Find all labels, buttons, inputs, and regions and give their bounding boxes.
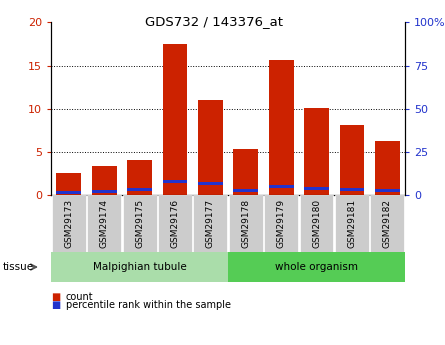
- Bar: [198, 182, 223, 185]
- Bar: [57, 191, 81, 194]
- Text: GSM29182: GSM29182: [383, 199, 392, 248]
- Bar: [162, 44, 187, 195]
- Bar: [375, 189, 400, 192]
- Text: GSM29181: GSM29181: [348, 199, 356, 248]
- Text: GDS732 / 143376_at: GDS732 / 143376_at: [145, 16, 283, 29]
- Bar: [304, 108, 329, 195]
- Bar: [57, 172, 81, 195]
- Bar: [127, 188, 152, 191]
- Bar: [269, 185, 294, 188]
- Bar: [92, 166, 117, 195]
- Text: GSM29175: GSM29175: [135, 199, 144, 248]
- Text: GSM29174: GSM29174: [100, 199, 109, 248]
- Bar: [233, 189, 258, 192]
- Text: Malpighian tubule: Malpighian tubule: [93, 262, 186, 272]
- Text: ■: ■: [51, 300, 61, 309]
- Text: tissue: tissue: [2, 262, 33, 272]
- Bar: [340, 188, 364, 190]
- Text: GSM29173: GSM29173: [65, 199, 73, 248]
- Bar: [304, 187, 329, 190]
- Bar: [340, 125, 364, 195]
- Text: whole organism: whole organism: [275, 262, 358, 272]
- Text: GSM29176: GSM29176: [170, 199, 179, 248]
- Bar: [92, 190, 117, 193]
- Bar: [127, 160, 152, 195]
- Bar: [375, 141, 400, 195]
- Text: GSM29177: GSM29177: [206, 199, 215, 248]
- Text: GSM29178: GSM29178: [241, 199, 250, 248]
- Bar: [162, 180, 187, 183]
- Text: ■: ■: [51, 292, 61, 302]
- Text: percentile rank within the sample: percentile rank within the sample: [66, 300, 231, 309]
- Text: GSM29179: GSM29179: [277, 199, 286, 248]
- Bar: [233, 149, 258, 195]
- Bar: [198, 100, 223, 195]
- Text: count: count: [66, 292, 93, 302]
- Text: GSM29180: GSM29180: [312, 199, 321, 248]
- Bar: [269, 60, 294, 195]
